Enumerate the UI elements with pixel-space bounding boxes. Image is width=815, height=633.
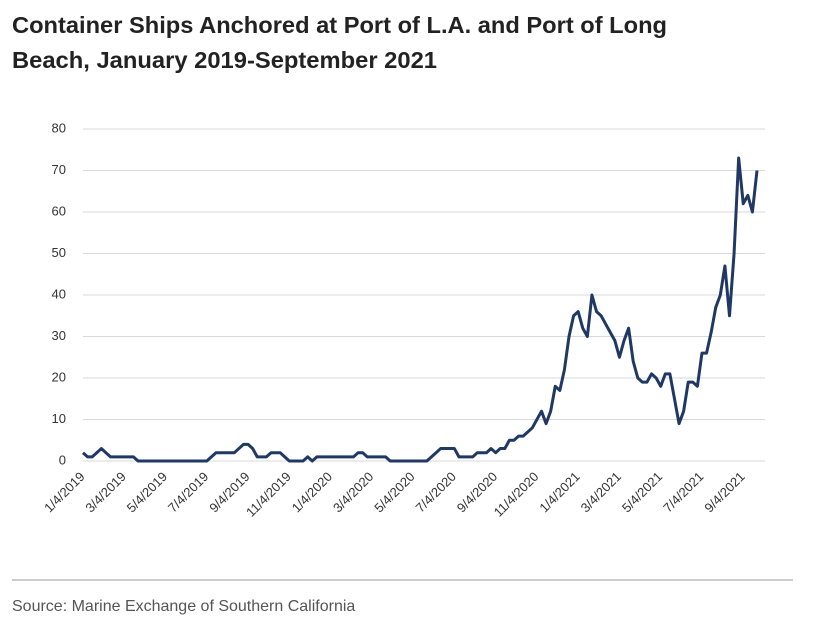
x-tick-label: 11/4/2019 (243, 469, 294, 520)
y-tick-label: 20 (52, 369, 66, 384)
x-tick-label: 5/4/2019 (124, 469, 170, 515)
y-tick-label: 80 (52, 120, 66, 135)
x-tick-label: 7/4/2019 (165, 469, 211, 515)
y-tick-label: 50 (52, 245, 66, 260)
y-tick-label: 30 (52, 328, 66, 343)
x-tick-label: 11/4/2020 (491, 469, 542, 520)
x-tick-label: 7/4/2020 (413, 469, 459, 515)
x-tick-label: 3/4/2021 (578, 469, 624, 515)
y-tick-label: 40 (52, 286, 66, 301)
x-tick-label: 5/4/2021 (619, 469, 665, 515)
y-tick-label: 10 (52, 411, 66, 426)
x-tick-label: 1/4/2020 (289, 469, 335, 515)
x-tick-label: 7/4/2021 (660, 469, 706, 515)
y-tick-label: 60 (52, 203, 66, 218)
y-tick-label: 0 (59, 452, 66, 467)
x-tick-label: 3/4/2019 (82, 469, 128, 515)
chart-title: Beach, January 2019-September 2021 (12, 47, 437, 73)
source: Source: Marine Exchange of Southern Cali… (12, 598, 355, 615)
x-tick-label: 1/4/2021 (536, 469, 582, 515)
x-tick-label: 5/4/2020 (371, 469, 417, 515)
chart-title: Container Ships Anchored at Port of L.A.… (12, 12, 667, 38)
x-tick-label: 1/4/2019 (41, 469, 87, 515)
y-tick-label: 70 (52, 162, 66, 177)
x-tick-label: 9/4/2021 (701, 469, 747, 515)
data-line (81, 156, 759, 463)
x-tick-label: 3/4/2020 (330, 469, 376, 515)
